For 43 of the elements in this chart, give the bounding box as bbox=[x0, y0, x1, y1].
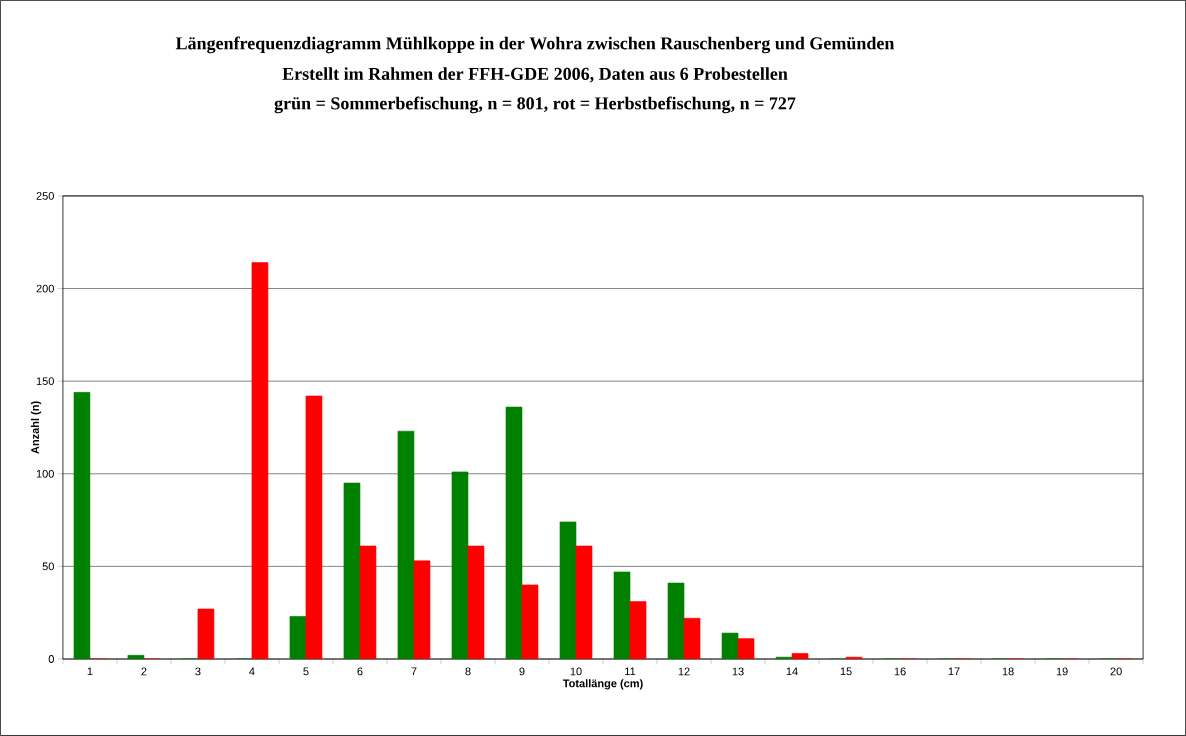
y-tick-label: 200 bbox=[36, 284, 54, 293]
x-tick-label: 13 bbox=[732, 667, 744, 676]
x-tick-label: 15 bbox=[840, 667, 852, 676]
x-tick-label: 9 bbox=[519, 667, 525, 676]
y-tick-label: 150 bbox=[36, 377, 54, 386]
x-tick-label: 11 bbox=[625, 667, 636, 676]
x-tick-label: 6 bbox=[357, 667, 363, 676]
chart-subtitle: Erstellt im Rahmen der FFH-GDE 2006, Daten aus 6 Probestellen bbox=[282, 67, 788, 83]
bar bbox=[359, 545, 377, 660]
bar bbox=[251, 262, 269, 660]
chart-title: Längenfrequenzdiagramm Mühlkoppe in der Wohra zwischen Rauschenberg und Gemünden bbox=[175, 36, 895, 54]
x-axis-title: Totallänge (cm) bbox=[562, 679, 643, 690]
x-tick-label: 19 bbox=[1056, 667, 1068, 676]
bar bbox=[683, 617, 701, 660]
x-tick-label: 4 bbox=[249, 667, 255, 676]
x-tick-label: 17 bbox=[948, 667, 960, 676]
x-tick-label: 1 bbox=[87, 667, 93, 676]
x-tick-label: 18 bbox=[1002, 667, 1014, 676]
y-tick-label: 250 bbox=[36, 192, 54, 200]
x-tick-label: 12 bbox=[678, 667, 690, 676]
bar bbox=[737, 638, 755, 660]
x-tick-label: 5 bbox=[303, 667, 309, 676]
bar bbox=[305, 395, 323, 660]
x-tick-label: 14 bbox=[786, 667, 798, 676]
y-tick-label: 50 bbox=[42, 562, 54, 571]
bar bbox=[791, 653, 809, 660]
x-tick-label: 7 bbox=[411, 667, 417, 676]
text: grün = Sommerbefischung, n = 801, rot = Herbstbefischung, n = 727 bbox=[274, 96, 796, 114]
x-tick-label: 3 bbox=[195, 667, 201, 676]
x-tick-label: 2 bbox=[141, 667, 147, 676]
bar bbox=[629, 601, 647, 660]
bar bbox=[521, 584, 539, 660]
bar bbox=[467, 545, 485, 660]
x-tick-label: 10 bbox=[570, 667, 582, 676]
bar bbox=[197, 608, 215, 660]
y-tick-label: 0 bbox=[48, 655, 54, 663]
x-tick-label: 16 bbox=[894, 667, 906, 676]
y-axis-title: Anzahl (n) bbox=[30, 401, 42, 454]
bar bbox=[575, 545, 593, 660]
x-tick-label: 8 bbox=[465, 667, 471, 676]
y-tick-label: 100 bbox=[36, 469, 54, 478]
bar bbox=[413, 560, 431, 660]
x-tick-label: 20 bbox=[1110, 667, 1122, 676]
